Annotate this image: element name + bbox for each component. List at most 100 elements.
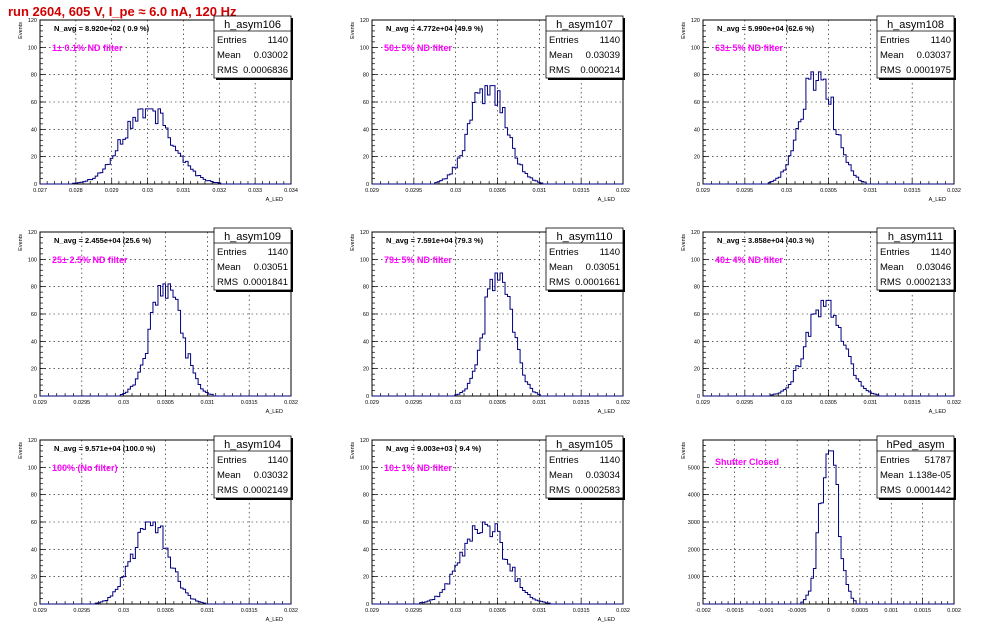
- stats-value-entries: 1140: [600, 455, 620, 466]
- y-tick-label: 40: [31, 127, 37, 133]
- x-tick-label: 0.03: [781, 188, 792, 194]
- y-tick-label: 80: [31, 73, 37, 79]
- stats-value-entries: 1140: [268, 455, 288, 466]
- filter-label: 40± 4% ND filter: [715, 255, 783, 265]
- x-tick-label: -0.002: [695, 608, 711, 614]
- stats-box: h_asym110 Entries 1140 Mean 0.03051 RMS 0.0001…: [545, 227, 625, 292]
- histogram-panel-h_asym104: 0.029 0.0295 0.03 0.0305 0.031 0.0315 0.032 0 20…: [18, 435, 298, 622]
- x-tick-label: 0.031: [177, 188, 191, 194]
- stats-box-frame: [545, 227, 624, 291]
- x-tick-label: 0.0315: [573, 608, 590, 614]
- stats-box-frame: [213, 15, 292, 79]
- stats-box: h_asym105 Entries 1140 Mean 0.03034 RMS 0.0002…: [545, 435, 625, 500]
- stats-label-rms: RMS: [217, 485, 238, 496]
- y-tick-label: 120: [28, 18, 37, 24]
- stats-label-rms: RMS: [549, 277, 570, 288]
- y-tick-label: 40: [694, 127, 700, 133]
- y-tick-label: 120: [28, 230, 37, 236]
- x-tick-label: 0.031: [200, 608, 214, 614]
- x-tick-label: 0: [827, 608, 830, 614]
- histogram-panel-h_asym110: 0.029 0.0295 0.03 0.0305 0.031 0.0315 0.032 0 20…: [350, 227, 630, 415]
- y-tick-label: 60: [363, 520, 369, 526]
- y-tick-label: 20: [31, 155, 37, 161]
- x-tick-label: 0.03: [118, 608, 129, 614]
- y-tick-label: 60: [363, 312, 369, 318]
- stats-label-rms: RMS: [549, 485, 570, 496]
- y-tick-label: 80: [694, 285, 700, 291]
- stats-box-frame: [876, 15, 955, 79]
- x-axis-label: A_LED: [266, 409, 283, 415]
- stats-box-title: h_asym105: [556, 439, 613, 451]
- x-tick-label: 0.033: [248, 188, 262, 194]
- x-tick-label: 0.0315: [573, 400, 590, 406]
- y-tick-label: 40: [363, 339, 369, 345]
- y-tick-label: 0: [366, 394, 369, 400]
- x-tick-label: 0.03: [781, 400, 792, 406]
- stats-box-frame: [876, 227, 955, 291]
- y-tick-label: 60: [31, 312, 37, 318]
- histogram-line: [372, 521, 623, 605]
- y-tick-label: 0: [366, 182, 369, 188]
- x-tick-label: 0.03: [118, 400, 129, 406]
- histogram-line: [703, 71, 954, 185]
- y-tick-label: 20: [363, 575, 369, 581]
- y-tick-label: 100: [691, 257, 700, 263]
- y-axis-label: Events: [350, 22, 356, 39]
- stats-value-mean: 0.03051: [586, 262, 620, 273]
- x-tick-label: 0.032: [616, 400, 630, 406]
- x-tick-label: 0.0315: [904, 400, 921, 406]
- histogram-line: [40, 521, 291, 605]
- x-tick-label: 0.0305: [489, 400, 506, 406]
- navg-label: N_avg = 2.455e+04 (25.6 %): [54, 236, 152, 245]
- stats-label-entries: Entries: [217, 35, 247, 46]
- histogram-panel-hPed_asym: -0.002 -0.0015 -0.001 -0.0005 0 0.0005 0.001 0.…: [681, 435, 961, 614]
- y-tick-label: 100: [28, 45, 37, 51]
- x-tick-label: 0.034: [284, 188, 298, 194]
- stats-value-entries: 1140: [268, 35, 288, 46]
- histogram-panel-h_asym109: 0.029 0.0295 0.03 0.0305 0.031 0.0315 0.032 0 20…: [18, 227, 298, 415]
- x-tick-label: -0.001: [758, 608, 774, 614]
- x-tick-label: 0.0305: [489, 188, 506, 194]
- stats-box-title: h_asym110: [556, 231, 612, 243]
- stats-value-entries: 1140: [931, 247, 951, 258]
- x-tick-label: 0.031: [532, 400, 546, 406]
- x-tick-label: -0.0015: [725, 608, 744, 614]
- filter-label: Shutter Closed: [715, 457, 779, 467]
- histogram-line: [372, 85, 623, 185]
- x-tick-label: 0.0315: [904, 188, 921, 194]
- stats-value-rms: 0.0001841: [243, 277, 288, 288]
- stats-label-entries: Entries: [880, 247, 910, 258]
- x-tick-label: 0.029: [365, 400, 379, 406]
- histogram-panel-h_asym105: 0.029 0.0295 0.03 0.0305 0.031 0.0315 0.032 0 20…: [350, 435, 630, 622]
- x-axis-label: A_LED: [598, 409, 615, 415]
- stats-value-mean: 0.03037: [917, 50, 951, 61]
- x-tick-label: 0.0295: [736, 188, 753, 194]
- histogram-line: [703, 299, 954, 397]
- stats-box-title: h_asym108: [887, 19, 944, 31]
- x-tick-label: 0.0295: [405, 608, 422, 614]
- x-tick-label: 0.032: [947, 188, 961, 194]
- stats-box-title: h_asym104: [224, 439, 281, 451]
- stats-label-rms: RMS: [217, 65, 238, 76]
- page-title: run 2604, 605 V, I_pe ≈ 6.0 nA, 120 Hz: [8, 4, 237, 19]
- stats-label-rms: RMS: [880, 485, 901, 496]
- x-tick-label: 0.032: [212, 188, 226, 194]
- y-tick-label: 4000: [688, 493, 700, 499]
- y-tick-label: 80: [31, 285, 37, 291]
- y-tick-label: 40: [363, 547, 369, 553]
- y-tick-label: 60: [31, 520, 37, 526]
- histogram-line: [372, 272, 623, 397]
- x-tick-label: 0.031: [532, 188, 546, 194]
- y-tick-label: 0: [697, 602, 700, 608]
- stats-box: h_asym108 Entries 1140 Mean 0.03037 RMS 0.0001…: [876, 15, 956, 80]
- x-tick-label: 0.032: [284, 608, 298, 614]
- stats-value-entries: 1140: [931, 35, 951, 46]
- x-tick-label: 0.002: [947, 608, 961, 614]
- stats-value-mean: 0.03046: [917, 262, 951, 273]
- stats-value-entries: 51787: [925, 455, 951, 466]
- x-tick-label: 0.032: [616, 608, 630, 614]
- x-tick-label: 0.03: [450, 188, 461, 194]
- stats-box: h_asym106 Entries 1140 Mean 0.03002 RMS 0.0006…: [213, 15, 293, 80]
- filter-label: 63± 5% ND filter: [715, 43, 783, 53]
- x-tick-label: 0.029: [696, 188, 710, 194]
